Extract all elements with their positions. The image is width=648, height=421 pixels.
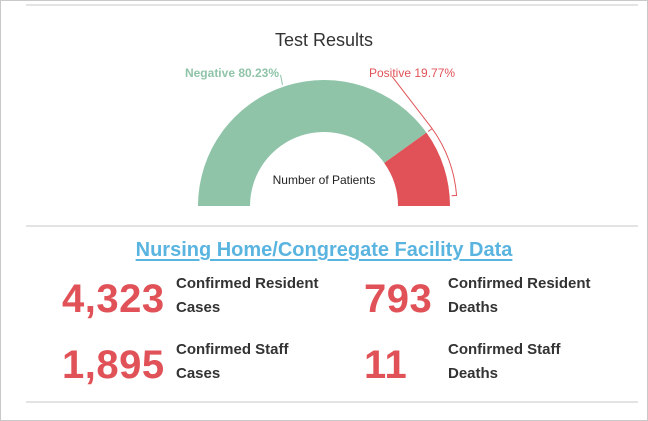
top-divider	[26, 4, 638, 6]
chart-title: Test Results	[274, 30, 374, 50]
stat-label: Confirmed Staff Cases	[176, 341, 289, 382]
stat-value: 4,323	[62, 277, 165, 321]
stat-value: 11	[364, 343, 408, 387]
negative-data-label: Negative 80.23%	[185, 66, 279, 80]
positive-label-connector	[391, 76, 458, 197]
middle-divider	[26, 225, 638, 227]
gauge-center-label: Number of Patients	[273, 173, 376, 187]
slice-negative[interactable]	[198, 79, 427, 206]
bottom-divider	[26, 401, 638, 403]
positive-data-label: Positive 19.77%	[369, 66, 455, 80]
stat-label: Confirmed Staff Deaths	[448, 341, 561, 382]
stat-label: Confirmed Resident Deaths	[448, 275, 591, 316]
negative-label-connector	[280, 74, 284, 86]
stat-value: 1,895	[62, 343, 165, 387]
stat-value: 793	[364, 277, 433, 321]
slice-positive[interactable]	[384, 132, 450, 206]
facility-data-link[interactable]: Nursing Home/Congregate Facility Data	[135, 239, 513, 261]
stat-label: Confirmed Resident Cases	[176, 275, 319, 316]
